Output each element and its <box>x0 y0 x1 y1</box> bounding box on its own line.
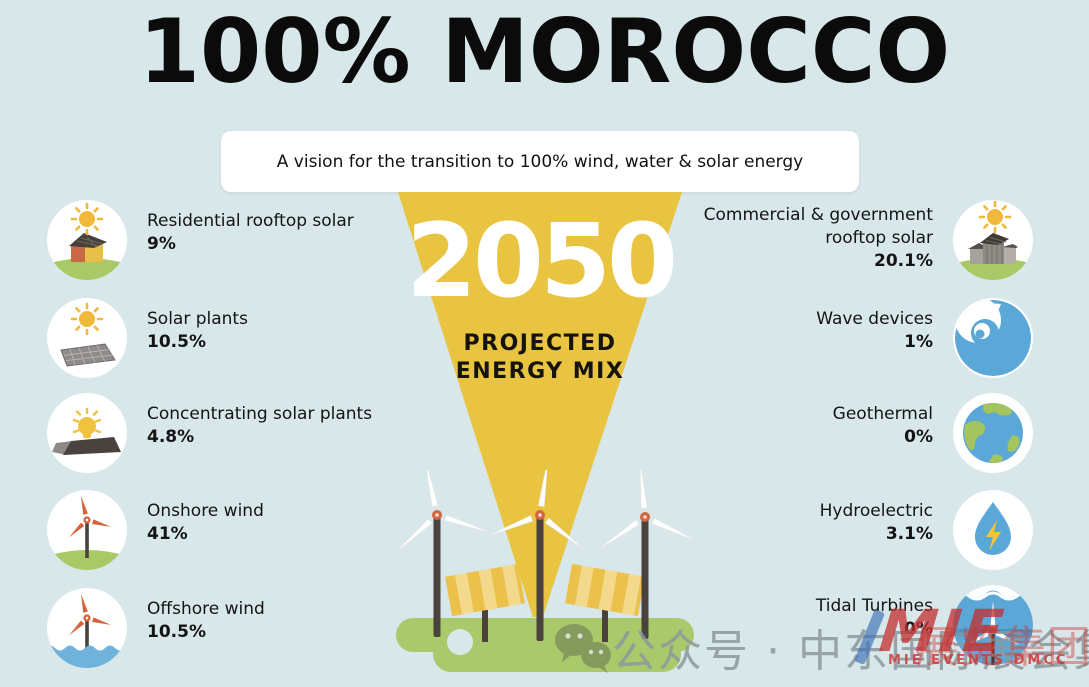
source-label: Solar plants <box>147 309 248 329</box>
year-label: 2050 <box>406 202 678 321</box>
beam-caption-line2: ENERGY MIX <box>455 359 625 384</box>
commercial-rooftop-solar-icon <box>953 200 1033 280</box>
source-item-offshore-wind: Offshore wind 10.5% <box>47 588 399 668</box>
source-value: 41% <box>147 524 188 544</box>
source-label: Wave devices <box>816 309 933 329</box>
solar-plants-icon <box>47 298 127 378</box>
sun-icon <box>978 200 1012 234</box>
residential-rooftop-solar-icon <box>47 200 127 280</box>
source-label: Commercial & government rooftop solar <box>703 205 933 248</box>
beam-caption: PROJECTED ENERGY MIX <box>395 330 685 386</box>
grass-patch <box>396 618 694 672</box>
wave-devices-icon <box>953 298 1033 378</box>
source-value: 20.1% <box>874 251 933 271</box>
solar-panel <box>445 563 525 642</box>
wind-turbine <box>393 470 493 637</box>
bulb <box>72 407 102 438</box>
page-title: 100% MOROCCO <box>138 0 951 103</box>
source-item-tidal-turbines: Tidal Turbines 0% <box>681 585 1033 665</box>
renewables-scene <box>393 470 698 672</box>
source-item-wave-devices: Wave devices 1% <box>681 298 1033 378</box>
source-item-hydroelectric: Hydroelectric 3.1% <box>681 490 1033 570</box>
source-label: Offshore wind <box>147 599 265 619</box>
source-label: Tidal Turbines <box>815 596 933 616</box>
concentrating-solar-icon <box>47 393 127 473</box>
tidal-turbines-icon <box>953 585 1033 665</box>
source-item-commercial-solar: Commercial & government rooftop solar 20… <box>681 200 1033 280</box>
source-value: 9% <box>147 234 176 254</box>
sun-icon <box>70 202 104 236</box>
source-value: 10.5% <box>147 332 206 352</box>
source-item-concentrating-solar: Concentrating solar plants 4.8% <box>47 393 399 473</box>
sun-icon <box>70 302 104 336</box>
wind-turbine <box>486 470 586 641</box>
source-value: 3.1% <box>885 524 933 544</box>
source-value: 4.8% <box>147 427 195 447</box>
source-item-geothermal: Geothermal 0% <box>681 393 1033 473</box>
source-value: 0% <box>904 427 933 447</box>
subtitle-text: A vision for the transition to 100% wind… <box>276 151 804 172</box>
source-label: Hydroelectric <box>819 501 933 521</box>
onshore-wind-icon <box>47 490 127 570</box>
source-item-onshore-wind: Onshore wind 41% <box>47 490 399 570</box>
offshore-wind-icon <box>47 588 127 668</box>
source-label: Concentrating solar plants <box>147 404 373 424</box>
wind-turbine <box>597 470 698 639</box>
source-item-residential: Residential rooftop solar 9% <box>47 200 399 280</box>
source-label: Onshore wind <box>147 501 264 521</box>
source-item-solar-plants: Solar plants 10.5% <box>47 298 399 378</box>
subtitle-card: A vision for the transition to 100% wind… <box>221 131 859 192</box>
geothermal-icon <box>953 393 1033 473</box>
hydroelectric-icon <box>953 490 1033 570</box>
source-value: 1% <box>904 332 933 352</box>
solar-panel <box>565 563 645 642</box>
source-label: Residential rooftop solar <box>147 211 354 231</box>
source-value: 10.5% <box>147 622 206 642</box>
source-value: 0% <box>904 619 933 639</box>
beam-caption-line1: PROJECTED <box>463 331 617 356</box>
source-label: Geothermal <box>832 404 933 424</box>
